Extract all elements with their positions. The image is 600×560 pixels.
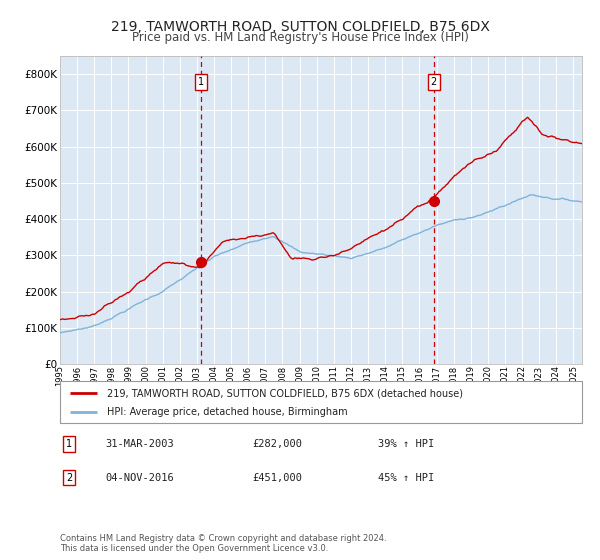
Text: Contains HM Land Registry data © Crown copyright and database right 2024.
This d: Contains HM Land Registry data © Crown c… xyxy=(60,534,386,553)
Text: 39% ↑ HPI: 39% ↑ HPI xyxy=(378,439,434,449)
Text: 2: 2 xyxy=(431,77,437,87)
Text: HPI: Average price, detached house, Birmingham: HPI: Average price, detached house, Birm… xyxy=(107,407,347,417)
Text: 1: 1 xyxy=(66,439,72,449)
Text: 1: 1 xyxy=(198,77,204,87)
Text: 04-NOV-2016: 04-NOV-2016 xyxy=(105,473,174,483)
Text: 219, TAMWORTH ROAD, SUTTON COLDFIELD, B75 6DX: 219, TAMWORTH ROAD, SUTTON COLDFIELD, B7… xyxy=(110,20,490,34)
Text: 219, TAMWORTH ROAD, SUTTON COLDFIELD, B75 6DX (detached house): 219, TAMWORTH ROAD, SUTTON COLDFIELD, B7… xyxy=(107,389,463,398)
Text: Price paid vs. HM Land Registry's House Price Index (HPI): Price paid vs. HM Land Registry's House … xyxy=(131,31,469,44)
Text: 45% ↑ HPI: 45% ↑ HPI xyxy=(378,473,434,483)
Text: 2: 2 xyxy=(66,473,72,483)
Text: £451,000: £451,000 xyxy=(252,473,302,483)
Text: £282,000: £282,000 xyxy=(252,439,302,449)
Text: 31-MAR-2003: 31-MAR-2003 xyxy=(105,439,174,449)
